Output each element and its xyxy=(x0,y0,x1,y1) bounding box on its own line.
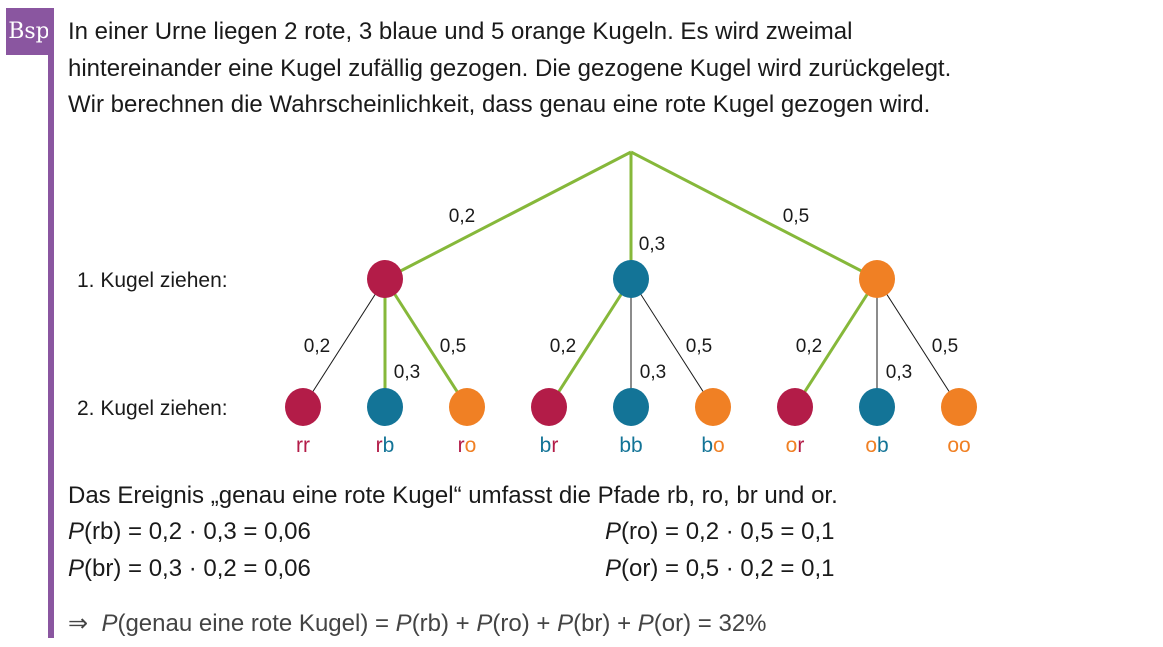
branch-line xyxy=(383,278,469,408)
branch-probability: 0,2 xyxy=(304,336,330,357)
branch-probability: 0,5 xyxy=(783,206,809,227)
result-term: (or) = 32% xyxy=(653,610,767,637)
path-label-bo: bo xyxy=(701,434,724,457)
p-symbol: P xyxy=(605,518,622,545)
calc-or: P(or) = 0,5 · 0,2 = 0,1 xyxy=(605,555,834,583)
calc-rb-text: (rb) = 0,2 · 0,3 = 0,06 xyxy=(84,518,311,545)
ball-r-node xyxy=(777,388,813,426)
ball-o-node xyxy=(941,388,977,426)
branch-probability: 0,3 xyxy=(886,362,912,383)
branch-line xyxy=(384,150,632,281)
path-label-bb: bb xyxy=(619,434,642,457)
path-label-rr: rr xyxy=(296,434,310,457)
branch-line xyxy=(876,278,960,408)
branch-probability: 0,2 xyxy=(550,336,576,357)
branch-line xyxy=(302,278,386,408)
path-label-br: br xyxy=(540,434,559,457)
intro-line-3: Wir berechnen die Wahrscheinlichkeit, da… xyxy=(68,91,931,118)
path-label-rb: rb xyxy=(376,434,395,457)
intro-line-2: hintereinander eine Kugel zufällig gezog… xyxy=(68,55,952,82)
branch-line xyxy=(630,150,878,281)
path-label-oo: oo xyxy=(947,434,970,457)
branch-probability: 0,5 xyxy=(440,336,466,357)
event-description: Das Ereignis „genau eine rote Kugel“ umf… xyxy=(68,482,838,509)
branch-line xyxy=(793,278,879,408)
branch-probability: 0,3 xyxy=(639,234,665,255)
calc-br-text: (br) = 0,3 · 0,2 = 0,06 xyxy=(84,555,311,582)
calc-rb: P(rb) = 0,2 · 0,3 = 0,06 xyxy=(68,518,311,546)
result-term: (ro) + xyxy=(492,610,558,637)
result-term: (br) + xyxy=(573,610,638,637)
path-label-or: or xyxy=(786,434,805,457)
ball-o-node xyxy=(859,260,895,298)
implies-arrow: ⇒ xyxy=(68,610,89,637)
calc-ro-text: (ro) = 0,2 · 0,5 = 0,1 xyxy=(621,518,835,545)
ball-r-node xyxy=(367,260,403,298)
p-symbol: P xyxy=(605,555,622,582)
p-symbol: P xyxy=(637,610,654,637)
calc-or-text: (or) = 0,5 · 0,2 = 0,1 xyxy=(621,555,835,582)
ball-b-node xyxy=(859,388,895,426)
result-line: ⇒ P(genau eine rote Kugel) = P(rb) + P(r… xyxy=(68,609,767,638)
branch-probability: 0,2 xyxy=(796,336,822,357)
branch-line xyxy=(630,278,714,408)
p-symbol: P xyxy=(68,518,85,545)
level-1-label: 1. Kugel ziehen: xyxy=(77,269,228,292)
ball-o-node xyxy=(449,388,485,426)
branch-probability: 0,2 xyxy=(449,206,475,227)
p-symbol: P xyxy=(476,610,493,637)
ball-r-node xyxy=(531,388,567,426)
p-symbol: P xyxy=(68,555,85,582)
ball-b-node xyxy=(367,388,403,426)
ball-b-node xyxy=(613,260,649,298)
ball-o-node xyxy=(695,388,731,426)
calc-br: P(br) = 0,3 · 0,2 = 0,06 xyxy=(68,555,311,583)
path-label-ro: ro xyxy=(458,434,477,457)
branch-probability: 0,3 xyxy=(394,362,420,383)
ball-r-node xyxy=(285,388,321,426)
branch-probability: 0,3 xyxy=(640,362,666,383)
calc-ro: P(ro) = 0,2 · 0,5 = 0,1 xyxy=(605,518,834,546)
result-text: (genau eine rote Kugel) = xyxy=(117,610,396,637)
level-2-label: 2. Kugel ziehen: xyxy=(77,397,228,420)
result-term: (rb) + xyxy=(411,610,477,637)
intro-line-1: In einer Urne liegen 2 rote, 3 blaue und… xyxy=(68,18,853,45)
example-side-bar xyxy=(48,8,54,638)
branch-probability: 0,5 xyxy=(932,336,958,357)
branch-line xyxy=(547,278,633,408)
p-symbol: P xyxy=(557,610,574,637)
p-symbol: P xyxy=(101,610,118,637)
branch-probability: 0,5 xyxy=(686,336,712,357)
example-badge: Bsp xyxy=(6,8,52,55)
path-label-ob: ob xyxy=(865,434,888,457)
ball-b-node xyxy=(613,388,649,426)
p-symbol: P xyxy=(395,610,412,637)
